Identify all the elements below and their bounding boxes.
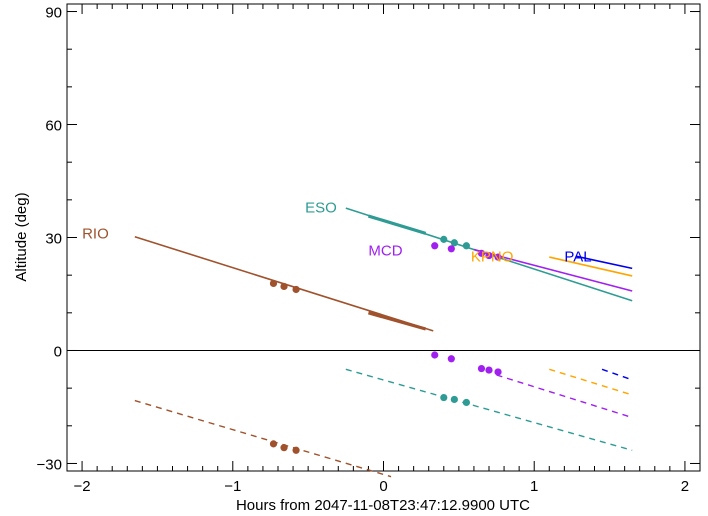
data-point (462, 398, 470, 407)
y-tick-label: 30 (45, 231, 62, 248)
label-rio: RIO (82, 226, 109, 243)
data-point (440, 235, 448, 243)
x-tick-label: 2 (681, 478, 689, 495)
sun-altitude-track (549, 368, 633, 396)
x-tick-label: −1 (224, 478, 241, 495)
data-point (292, 285, 300, 294)
data-point (462, 242, 470, 250)
series-kpno (549, 256, 633, 396)
observing-window-track (367, 311, 427, 331)
series-mcd (431, 242, 633, 419)
data-point (269, 440, 278, 448)
label-eso: ESO (305, 199, 337, 216)
data-point (269, 279, 278, 288)
data-point (440, 393, 448, 402)
data-point (292, 446, 300, 454)
above-horizon-track (576, 255, 633, 270)
data-point (485, 366, 493, 374)
series-rio (134, 235, 434, 478)
series-labels: RIO ESO MCD KPNO PAL (82, 199, 592, 265)
data-point (450, 239, 458, 247)
sun-altitude-track (134, 399, 392, 478)
above-horizon-track (549, 256, 633, 277)
y-tick-label: −30 (37, 456, 62, 473)
sun-altitude-track (345, 368, 633, 451)
label-kpno: KPNO (471, 248, 514, 265)
y-tick-label: 90 (45, 5, 62, 22)
label-mcd: MCD (368, 243, 402, 260)
data-point (477, 364, 486, 373)
data-point (485, 251, 493, 260)
plot-frame (66, 3, 701, 472)
data-point (431, 242, 439, 250)
y-axis-title: Altitude (deg) (13, 192, 30, 281)
y-tick-label: 0 (54, 343, 62, 360)
data-point (280, 282, 288, 291)
observing-window-track (367, 214, 427, 235)
x-tick-label: 0 (379, 478, 387, 495)
data-point (447, 245, 455, 253)
axis-ticks: −2 −1 0 1 2 −30 0 30 60 90 (37, 4, 700, 495)
series-group (134, 207, 633, 478)
sun-altitude-track (496, 374, 633, 419)
x-axis-title: Hours from 2047-11-08T23:47:12.9900 UTC (236, 497, 530, 514)
x-tick-label: −2 (74, 478, 91, 495)
label-pal: PAL (564, 248, 591, 265)
data-point (447, 355, 455, 363)
sun-altitude-track (601, 368, 633, 381)
data-point (477, 249, 486, 257)
data-point (431, 351, 439, 359)
data-point (494, 368, 502, 376)
data-point (494, 253, 502, 261)
series-pal (576, 255, 633, 381)
x-tick-label: 1 (530, 478, 538, 495)
y-tick-label: 60 (45, 118, 62, 135)
data-point (450, 395, 458, 404)
data-point (280, 444, 288, 452)
